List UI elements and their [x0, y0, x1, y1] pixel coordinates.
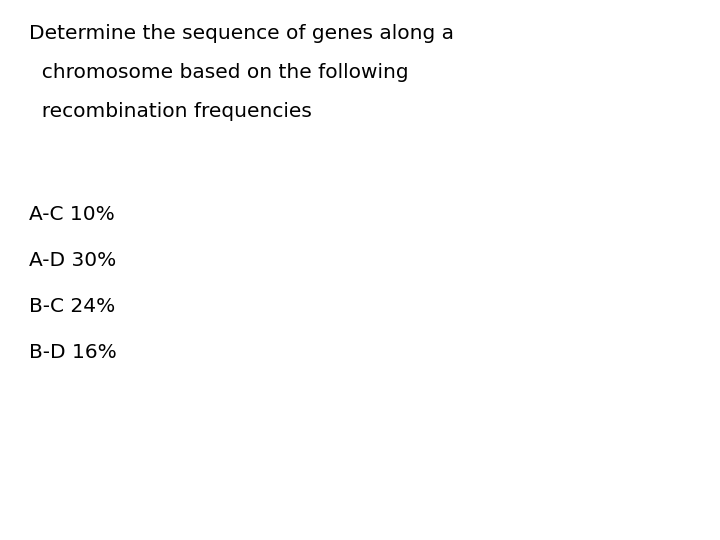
Text: A-C 10%: A-C 10%: [29, 205, 114, 224]
Text: A-D 30%: A-D 30%: [29, 251, 116, 270]
Text: chromosome based on the following: chromosome based on the following: [29, 63, 408, 82]
Text: Determine the sequence of genes along a: Determine the sequence of genes along a: [29, 24, 454, 43]
Text: recombination frequencies: recombination frequencies: [29, 102, 312, 121]
Text: B-D 16%: B-D 16%: [29, 343, 117, 362]
Text: B-C 24%: B-C 24%: [29, 297, 115, 316]
